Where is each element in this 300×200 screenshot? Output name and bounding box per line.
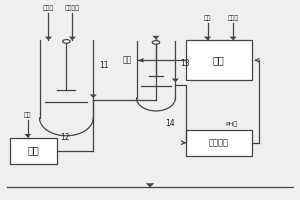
Ellipse shape (63, 40, 70, 43)
Text: PH値: PH値 (225, 121, 237, 127)
Text: 烧结: 烧结 (213, 55, 225, 65)
Polygon shape (204, 37, 211, 40)
FancyBboxPatch shape (186, 130, 251, 156)
Polygon shape (24, 134, 32, 138)
Text: 12: 12 (60, 133, 70, 142)
Text: 掺杂源: 掺杂源 (227, 15, 239, 21)
Polygon shape (138, 58, 143, 63)
Polygon shape (172, 79, 179, 82)
Text: 11: 11 (99, 61, 109, 70)
Polygon shape (90, 94, 97, 98)
Polygon shape (45, 37, 52, 40)
Text: 金属源: 金属源 (43, 5, 54, 11)
Text: 13: 13 (180, 59, 190, 68)
Text: 锂源: 锂源 (24, 112, 32, 118)
Ellipse shape (152, 41, 160, 44)
FancyBboxPatch shape (186, 40, 251, 80)
Text: 研磨: 研磨 (28, 146, 39, 156)
Text: 14: 14 (165, 119, 175, 128)
Text: 产品: 产品 (123, 56, 132, 65)
Polygon shape (230, 37, 237, 40)
Polygon shape (69, 37, 76, 40)
FancyBboxPatch shape (10, 138, 57, 164)
Text: 砖源: 砖源 (204, 15, 211, 21)
Text: 磷酸溶液: 磷酸溶液 (65, 5, 80, 11)
Polygon shape (152, 36, 160, 39)
Polygon shape (146, 183, 154, 187)
Text: 离心分离: 离心分离 (209, 138, 229, 147)
